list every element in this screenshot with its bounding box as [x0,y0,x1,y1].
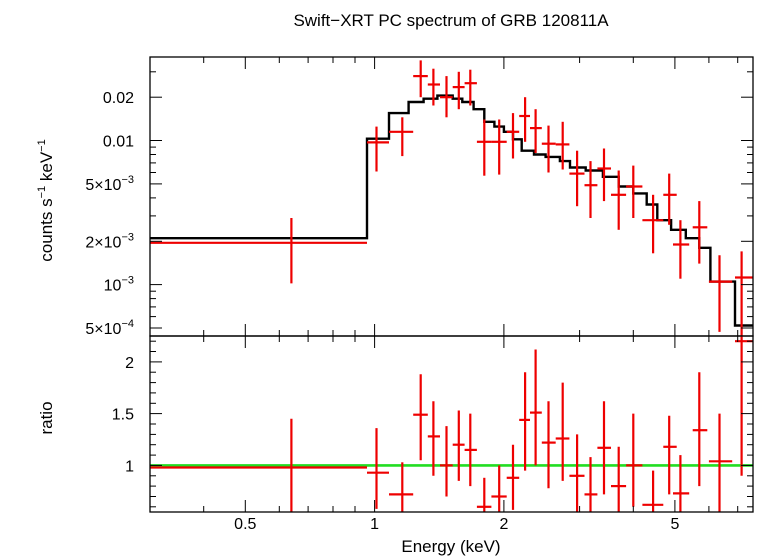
spectrum-point-25 [708,255,733,332]
x-tick-labels: 0.5 1 2 5 [234,516,679,533]
spectrum-point-11 [506,113,520,159]
spectrum-y-tick-label: 0.01 [103,134,134,151]
spectrum-point-26 [735,251,753,336]
x-axis-label: Energy (keV) [401,537,500,556]
model-step-curve [150,94,753,327]
spectrum-point-6 [440,76,453,118]
model-curve-group [150,94,753,327]
x-tick-label: 5 [670,516,679,533]
spectrum-point-20 [626,165,643,218]
spectrum-y-tick-label: 2×10−3 [85,231,134,251]
ratio-y-tick-labels: 11.52 [112,355,134,476]
ratio-point-1 [150,418,367,512]
spectrum-point-3 [389,117,414,157]
ratio-panel-frame [149,335,754,513]
spectrum-y-tick-label: 0.02 [103,90,134,107]
x-tick-label: 1 [370,516,379,533]
ratio-point-8 [464,413,477,487]
x-tick-label: 0.5 [234,516,256,533]
spectrum-point-19 [611,170,627,230]
ratio-point-15 [555,382,570,481]
ratio-point-12 [519,372,530,471]
ratio-point-18 [597,401,611,495]
spectrum-point-2 [367,126,389,172]
ratio-y-tick-label: 2 [125,355,134,372]
ratio-point-7 [452,410,465,481]
ratio-point-11 [506,444,520,510]
spectrum-y-tick-label: 5×10−3 [85,174,134,194]
spectrum-point-15 [555,121,570,170]
chart-title: Swift−XRT PC spectrum of GRB 120811A [293,11,609,30]
ratio-point-22 [663,415,677,495]
ratio-point-6 [440,426,453,497]
spectrum-point-18 [597,148,611,202]
ylabel-part-exp2: −1 [36,139,48,152]
spectrum-point-22 [663,173,677,225]
ratio-point-19 [611,446,627,512]
spectrum-point-9 [476,119,492,176]
ratio-point-21 [642,470,664,512]
ratio-y-tick-label: 1.5 [112,407,134,424]
ratio-y-tick-label: 1 [125,458,134,475]
spectrum-point-17 [584,161,598,218]
ylabel-part-exp1: −1 [36,186,48,199]
ratio-panel: 11.52 ratio [37,335,754,513]
ratio-point-14 [541,401,556,489]
ratio-point-20 [626,413,643,507]
spectrum-point-5 [427,68,440,106]
spectrum-axis-ticks [149,57,753,336]
spectrum-point-13 [530,109,542,153]
spectrum-point-23 [673,220,690,279]
x-tick-label: 2 [499,516,508,533]
spectrum-point-4 [413,60,428,98]
spectrum-point-16 [569,150,585,207]
spectrum-y-axis-label: counts s−1 keV−1 [36,139,56,261]
ratio-point-16 [569,434,585,512]
ratio-point-5 [427,401,440,476]
spectrum-y-tick-labels: 0.02 0.01 5×10−3 2×10−3 10−3 5×10−4 [85,90,134,338]
ratio-point-9 [476,477,492,512]
spectrum-point-12 [519,97,530,142]
ratio-axis-ticks [149,336,753,512]
ylabel-part-kev: keV [37,151,56,186]
ratio-data-group [150,336,753,512]
ratio-point-10 [491,465,507,512]
ratio-point-3 [389,462,414,512]
spectrum-panel: 0.020.015×10−32×10−310−35×10−4 counts s−… [36,56,754,338]
spectrum-point-10 [491,119,507,175]
ylabel-part-counts: counts s [37,198,56,261]
ratio-point-24 [692,372,708,487]
spectrum-point-21 [642,194,664,254]
ratio-y-axis-label: ratio [37,401,56,434]
ratio-point-2 [367,428,389,509]
spectrum-data-group [150,60,753,336]
ratio-point-13 [530,349,542,466]
spectrum-y-tick-label: 10−3 [104,275,134,295]
ratio-point-17 [584,457,598,512]
ratio-point-4 [413,374,428,461]
spectrum-y-tick-label: 5×10−4 [85,318,134,338]
spectrum-point-8 [464,69,477,106]
spectrum-point-14 [541,125,556,173]
ratio-point-25 [708,413,733,512]
spectrum-point-1 [150,218,367,284]
ratio-point-23 [673,455,690,512]
spectrum-point-24 [692,201,708,264]
spectrum-point-7 [452,71,465,110]
